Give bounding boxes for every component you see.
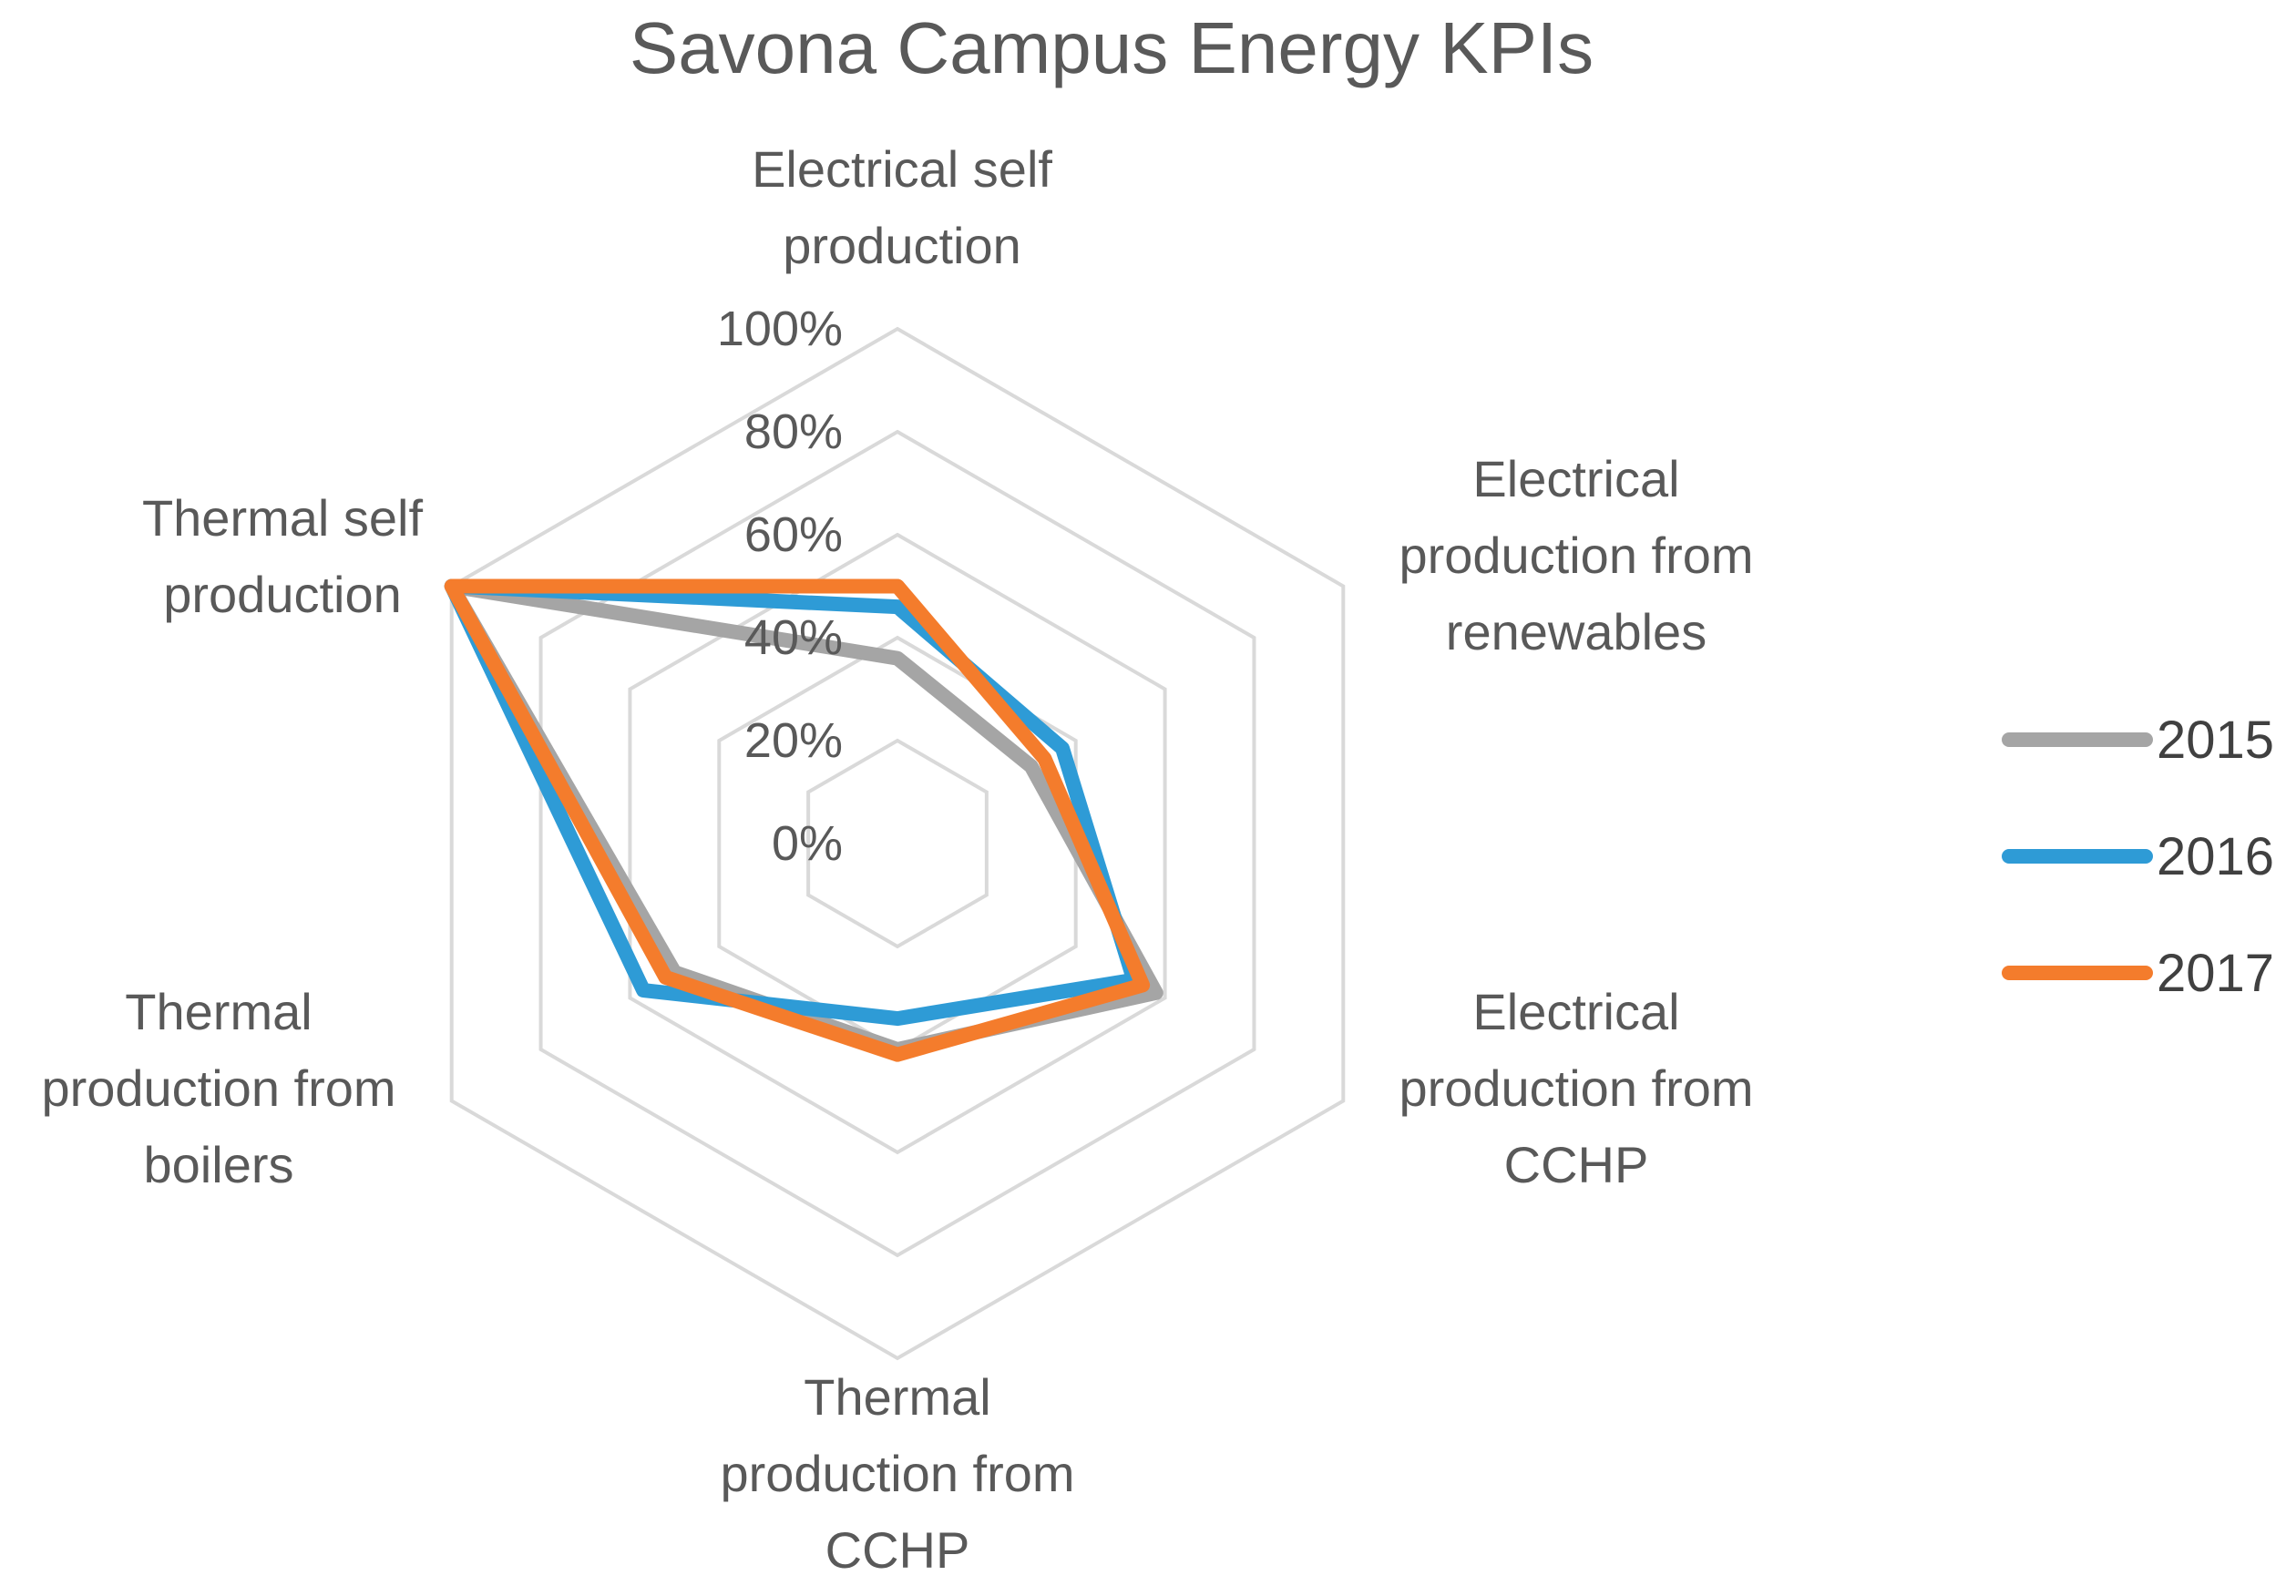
category-label-3-line-2: CCHP — [825, 1521, 970, 1579]
gridline-60 — [628, 532, 1167, 1155]
series-2017 — [444, 578, 1151, 1062]
category-labels: Electrical self production Electrical produ… — [41, 140, 1753, 1579]
tick-label-100%: 100% — [717, 302, 843, 356]
tick-label-80%: 80% — [744, 404, 843, 459]
legend-label-2017: 2017 — [2157, 944, 2274, 1003]
gridline-80 — [538, 429, 1256, 1258]
category-label-4-line-1: production from — [41, 1059, 395, 1117]
category-label-0-line-0: Electrical self — [752, 140, 1052, 198]
category-label-0-line-1: production — [783, 217, 1021, 274]
category-label-1-line-2: renewables — [1446, 603, 1707, 660]
radial-tick-labels: 0% 20% 40% 60% 80% 100% — [717, 302, 843, 871]
chart-title: Savona Campus Energy KPIs — [630, 7, 1594, 88]
legend-label-2016: 2016 — [2157, 827, 2274, 886]
category-label-1-line-1: production from — [1399, 527, 1753, 584]
category-label-4-line-2: boilers — [144, 1136, 294, 1193]
tick-label-0%: 0% — [772, 816, 843, 871]
category-label-2-line-0: Electrical — [1472, 983, 1679, 1040]
gridline-20 — [806, 738, 989, 949]
tick-label-20%: 20% — [744, 713, 843, 768]
tick-label-60%: 60% — [744, 507, 843, 562]
legend: 2015 2016 2017 — [2002, 711, 2274, 1003]
category-label-5-line-1: production — [163, 566, 402, 623]
category-label-3-line-1: production from — [720, 1445, 1074, 1502]
category-label-2-line-1: production from — [1399, 1059, 1753, 1117]
category-label-1-line-0: Electrical — [1472, 450, 1679, 507]
tick-label-40%: 40% — [744, 610, 843, 665]
category-label-2-line-2: CCHP — [1504, 1136, 1649, 1193]
category-label-5-line-0: Thermal self — [142, 489, 424, 547]
category-label-4-line-0: Thermal — [125, 983, 312, 1040]
series-layer — [444, 578, 1163, 1062]
legend-label-2015: 2015 — [2157, 711, 2274, 770]
category-label-3-line-0: Thermal — [804, 1368, 990, 1426]
